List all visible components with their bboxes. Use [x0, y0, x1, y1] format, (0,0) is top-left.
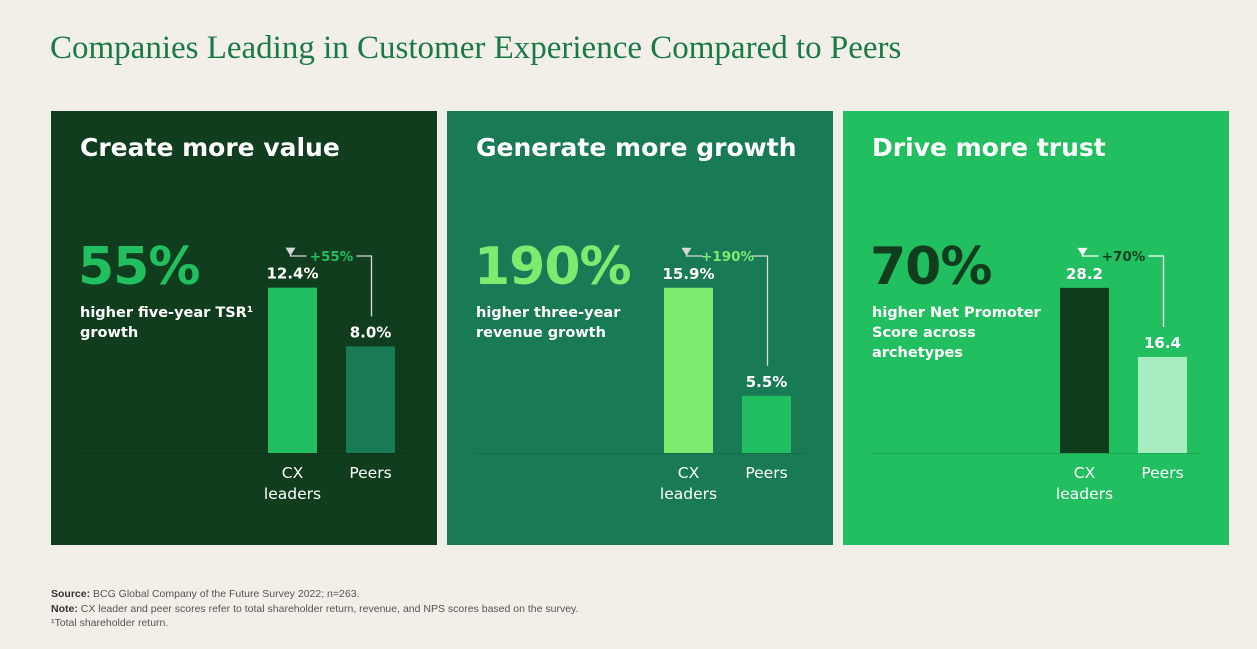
- panel-2: Generate more growth 190% higher three-yea…: [447, 111, 833, 545]
- bar-peers: [1138, 356, 1187, 453]
- bar-cx-leaders: [1060, 287, 1109, 453]
- value-label: 5.5%: [746, 373, 788, 391]
- category-label: CX leaders: [660, 464, 717, 503]
- value-label: 8.0%: [350, 323, 392, 341]
- bar-cx-leaders: [664, 287, 713, 453]
- arrow-down-icon: [285, 247, 296, 256]
- big-stat: 190%: [474, 237, 632, 297]
- page-title: Companies Leading in Customer Experience…: [50, 30, 902, 66]
- value-label: 15.9%: [662, 265, 714, 283]
- difference-label: +55%: [310, 249, 354, 265]
- big-stat: 55%: [78, 237, 200, 297]
- source-note: Source: BCG Global Company of the Future…: [51, 587, 578, 602]
- note: Note: CX leader and peer scores refer to…: [51, 602, 578, 617]
- panel-3: Drive more trust 70% higher Net Promoter S…: [843, 111, 1229, 545]
- stat-description: higher Net Promoter Score across archety…: [872, 305, 1041, 361]
- bar-chart: 28.2 CX leaders 16.4 Peers +70%: [872, 247, 1200, 503]
- stat-description: higher three-year revenue growth: [476, 305, 621, 341]
- note-label: Note:: [51, 602, 78, 615]
- bar-cx-leaders: [268, 287, 317, 453]
- difference-label: +70%: [1102, 249, 1146, 265]
- value-label: 28.2: [1066, 265, 1103, 283]
- bar-chart: 15.9% CX leaders 5.5% Peers +190%: [476, 247, 804, 503]
- panel-1: Create more value 55% higher five-year TSR…: [51, 111, 437, 545]
- tsr-footnote: ¹Total shareholder return.: [51, 617, 169, 629]
- bar-chart: 12.4% CX leaders 8.0% Peers +55%: [80, 247, 408, 503]
- bar-peers: [346, 346, 395, 453]
- category-label: Peers: [349, 464, 391, 482]
- arrow-down-icon: [681, 247, 692, 256]
- difference-label: +190%: [701, 249, 754, 265]
- footnotes: Source: BCG Global Company of the Future…: [51, 587, 578, 631]
- value-label: 16.4: [1144, 334, 1181, 352]
- stat-description: higher five-year TSR¹ growth: [80, 305, 254, 341]
- category-label: CX leaders: [264, 464, 321, 503]
- source-text: BCG Global Company of the Future Survey …: [90, 588, 360, 600]
- category-label: Peers: [1141, 464, 1183, 482]
- source-label: Source:: [51, 588, 91, 600]
- panel-heading: Create more value: [80, 133, 340, 162]
- category-label: Peers: [745, 464, 787, 482]
- bar-peers: [742, 395, 791, 453]
- arrow-down-icon: [1077, 247, 1088, 256]
- panel-heading: Drive more trust: [872, 133, 1106, 162]
- panel-heading: Generate more growth: [476, 133, 797, 162]
- category-label: CX leaders: [1056, 464, 1113, 503]
- big-stat: 70%: [870, 237, 992, 297]
- note-text: CX leader and peer scores refer to total…: [77, 602, 579, 615]
- value-label: 12.4%: [266, 265, 318, 283]
